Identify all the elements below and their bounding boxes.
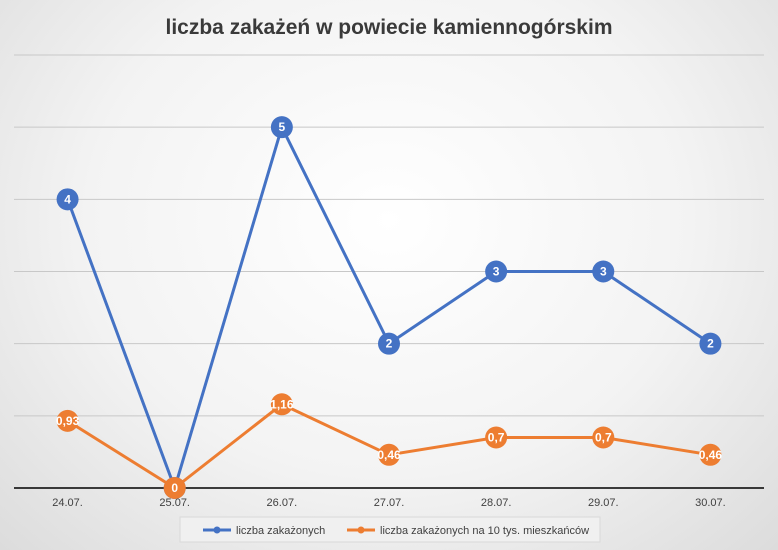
x-axis: 24.07. 25.07. 26.07. 27.07. 28.07. 29.07. 30.0… [14, 487, 764, 509]
x-tick-label: 24.07. [52, 497, 83, 509]
data-label: 2 [707, 337, 714, 351]
data-point [270, 393, 293, 416]
x-tick-label: 27.07. [374, 497, 405, 509]
legend-item: liczba zakażonych na 10 tys. mieszkańców [347, 525, 589, 537]
legend-label: liczba zakażonych na 10 tys. mieszkańców [380, 525, 589, 537]
data-point [699, 443, 722, 466]
data-label: 0,7 [488, 430, 505, 444]
data-point [378, 443, 400, 466]
data-point [378, 332, 400, 355]
data-label: 2 [386, 337, 393, 351]
data-label: 0,93 [56, 414, 80, 428]
series-line [66, 125, 712, 490]
legend-item: liczba zakażonych [203, 525, 325, 537]
x-tick-label: 29.07. [588, 497, 619, 509]
data-point [270, 116, 293, 139]
data-point [163, 477, 186, 499]
data-label: 5 [279, 120, 286, 134]
data-label: 0,7 [595, 430, 612, 444]
series-2: 0,93 0 1,16 0,46 0,7 0,7 0,46 [56, 393, 723, 499]
legend-marker-swatch [213, 526, 221, 534]
data-point [56, 409, 79, 432]
legend-box [179, 516, 601, 543]
data-point [592, 260, 615, 283]
x-tick-label: 30.07. [695, 497, 726, 509]
chart-title: liczba zakażeń w powiecie kamiennogórski… [166, 16, 613, 39]
x-tick-label: 26.07. [267, 497, 298, 509]
data-label: 0,46 [699, 448, 723, 462]
data-label: 1,16 [270, 397, 294, 411]
data-point [56, 188, 79, 211]
data-label: 0,46 [377, 448, 401, 462]
data-point [699, 332, 722, 355]
series-layer: 4 0 5 2 3 3 2 0,93 0 1,16 0,46 0,7 0,7 0,46 [56, 116, 723, 499]
data-point [485, 426, 508, 449]
legend-marker-swatch [357, 526, 365, 534]
data-label: 3 [493, 265, 500, 279]
x-tick-label: 28.07. [481, 497, 512, 509]
data-point [485, 260, 508, 283]
x-tick-label: 25.07. [159, 497, 190, 509]
data-label: 4 [64, 192, 71, 206]
data-point [592, 426, 615, 449]
legend-label: liczba zakażonych [236, 525, 325, 537]
gridlines [14, 54, 764, 417]
data-label: 0 [171, 481, 178, 495]
data-label: 3 [600, 265, 607, 279]
legend: liczba zakażonych liczba zakażonych na 10… [179, 516, 601, 543]
